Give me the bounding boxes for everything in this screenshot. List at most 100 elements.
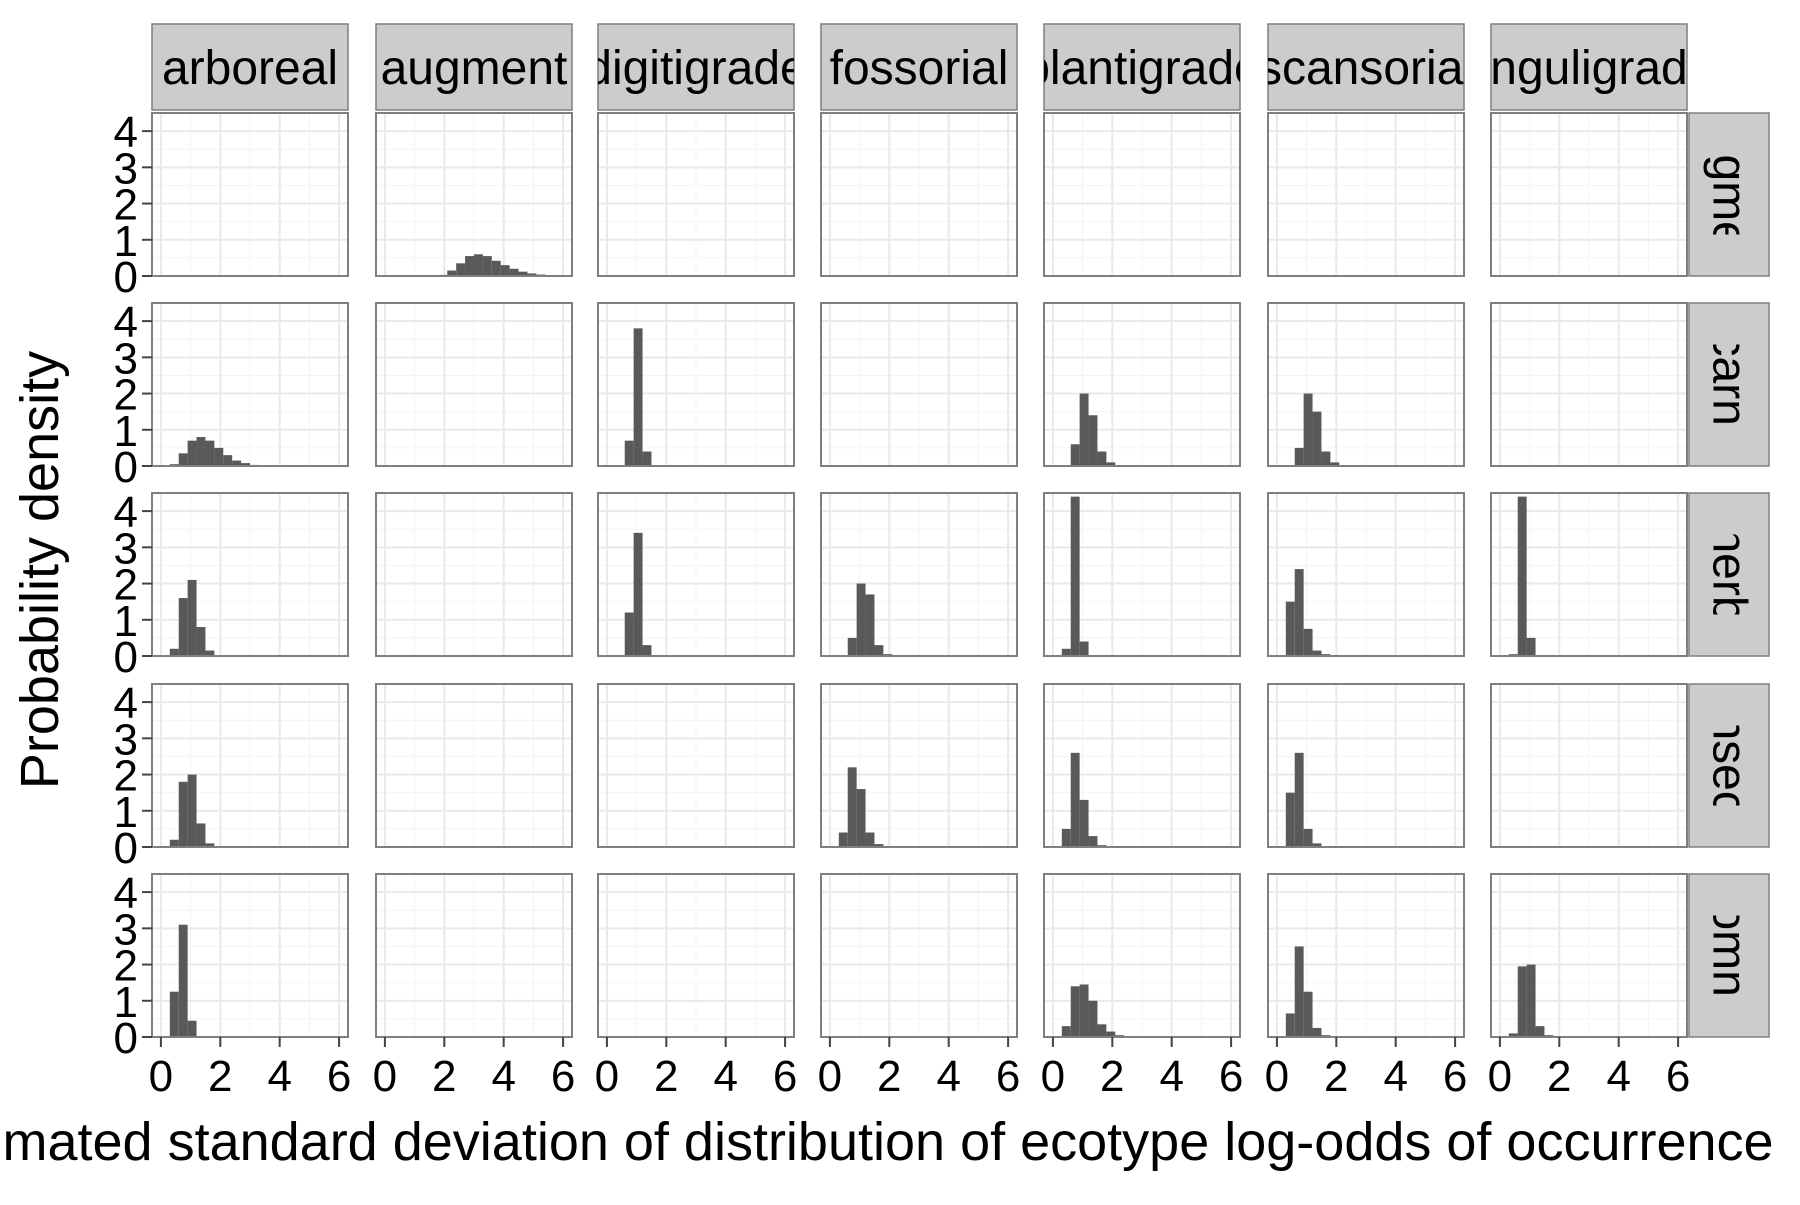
histogram-bar: [196, 823, 206, 847]
histogram-bar: [1097, 1024, 1107, 1037]
y-tick-label: 2: [114, 752, 138, 801]
histogram-bar: [474, 254, 483, 276]
histogram-bar: [1312, 1027, 1322, 1037]
histogram-bar: [187, 774, 197, 847]
histogram-bar: [1285, 792, 1295, 847]
histogram-bar: [1088, 415, 1098, 466]
facet-panel-herb-augment: [375, 492, 573, 657]
histogram-bar: [633, 532, 643, 656]
column-strip-digitigrade: digitigrade: [597, 23, 795, 111]
row-facet-label: herb: [1703, 526, 1756, 622]
panel-border: [820, 112, 1018, 277]
histogram-bar: [865, 594, 875, 656]
facet-panel-insect-fossorial: [820, 683, 1018, 848]
y-tick-label: 4: [114, 108, 138, 157]
facet-panel-insect-unguligrade: [1490, 683, 1688, 848]
panel-border: [375, 492, 573, 657]
x-tick-label: 0: [373, 1052, 397, 1101]
histogram-bar: [1312, 650, 1322, 656]
histogram-bar: [1330, 462, 1340, 466]
facet-panel-carni-unguligrade: [1490, 302, 1688, 467]
histogram-bar: [1070, 752, 1080, 847]
histogram-bar: [1106, 1031, 1116, 1037]
column-strip-plantigrade: plantigrade: [1043, 23, 1241, 111]
column-facet-label: unguligrade: [1464, 42, 1715, 95]
histogram-bar: [205, 843, 215, 847]
histogram-bar: [187, 1020, 197, 1037]
y-tick-label: 0: [114, 1014, 138, 1063]
y-tick-label: 0: [114, 443, 138, 492]
column-strip-background: [375, 23, 573, 111]
histogram-bar: [1061, 1026, 1071, 1037]
histogram-bar: [223, 455, 233, 466]
panel-border: [375, 683, 573, 848]
facet-panel-carni-digitigrade: [597, 302, 795, 467]
row-strip-insect: insect: [1688, 683, 1770, 848]
y-tick-label: 4: [114, 679, 138, 728]
panel-border: [1043, 112, 1241, 277]
histogram-bar: [500, 265, 510, 276]
histogram-bar: [1079, 799, 1089, 847]
histogram-bar: [178, 598, 188, 656]
facet-panel-insect-digitigrade: [597, 683, 795, 848]
histogram-bar: [178, 781, 188, 847]
panel-border: [820, 683, 1018, 848]
x-tick-label: 0: [1488, 1052, 1512, 1101]
facet-panel-omni-arboreal: [151, 873, 349, 1038]
x-tick-label: 4: [1159, 1052, 1183, 1101]
panel-border: [597, 873, 795, 1038]
x-tick-label: 2: [877, 1052, 901, 1101]
histogram-bar: [1079, 984, 1089, 1037]
histogram-bar: [1079, 641, 1089, 656]
panel-border: [597, 683, 795, 848]
histogram-bar: [1303, 628, 1313, 656]
x-tick-label: 6: [1219, 1052, 1243, 1101]
histogram-bar: [1106, 462, 1116, 466]
histogram-bar: [1285, 1013, 1295, 1037]
histogram-bar: [1508, 1033, 1518, 1037]
histogram-bar: [169, 839, 179, 847]
y-tick-label: 3: [114, 144, 138, 193]
histogram-bar: [633, 328, 643, 466]
x-tick-label: 6: [996, 1052, 1020, 1101]
x-tick-label: 2: [432, 1052, 456, 1101]
panel-border: [1490, 302, 1688, 467]
facet-panel-carni-augment: [375, 302, 573, 467]
histogram-bar: [491, 260, 501, 276]
row-strip-augment: augment: [1688, 112, 1770, 277]
histogram-bar: [1303, 393, 1313, 466]
panel-border: [1267, 683, 1465, 848]
column-facet-label: augment: [381, 42, 568, 95]
histogram-bar: [482, 256, 492, 276]
facet-panel-omni-augment: [375, 873, 573, 1038]
column-strip-unguligrade: unguligrade: [1464, 23, 1715, 111]
facet-panel-herb-digitigrade: [597, 492, 795, 657]
row-strip-herb: herb: [1688, 492, 1770, 657]
histogram-bar: [847, 767, 857, 847]
x-tick-label: 6: [1443, 1052, 1467, 1101]
column-strip-background: [597, 23, 795, 111]
histogram-bar: [447, 270, 457, 276]
x-tick-label: 2: [1324, 1052, 1348, 1101]
histogram-bar: [518, 271, 528, 276]
histogram-bar: [178, 453, 188, 466]
x-tick-label: 4: [491, 1052, 515, 1101]
panel-border: [597, 492, 795, 657]
y-tick-label: 2: [114, 942, 138, 991]
histogram-bar: [1088, 836, 1098, 847]
histogram-bar: [1526, 637, 1536, 656]
row-strip-background: [1688, 302, 1770, 467]
facet-panel-herb-plantigrade: [1043, 492, 1241, 657]
x-tick-label: 2: [1100, 1052, 1124, 1101]
panel-border: [151, 873, 349, 1038]
x-tick-label: 4: [1606, 1052, 1630, 1101]
x-tick-label: 0: [149, 1052, 173, 1101]
facet-panel-omni-digitigrade: [597, 873, 795, 1038]
column-strip-scansorial: scansorial: [1267, 23, 1465, 111]
y-tick-label: 3: [114, 334, 138, 383]
y-tick-label: 3: [114, 715, 138, 764]
panel-border: [1490, 683, 1688, 848]
histogram-bar: [1294, 569, 1304, 656]
